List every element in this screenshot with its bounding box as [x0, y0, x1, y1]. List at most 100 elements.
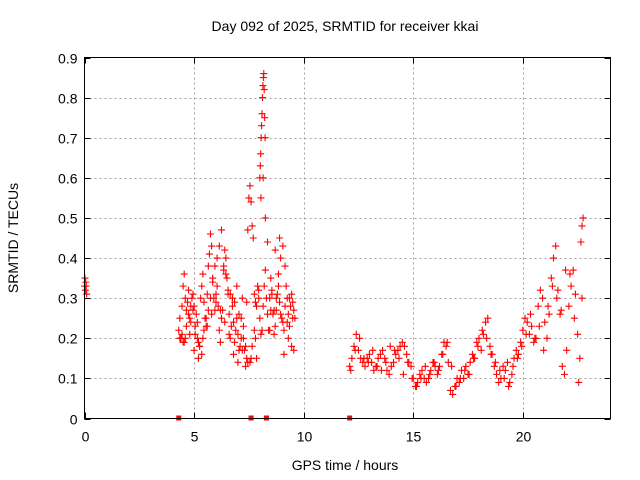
data-point: [271, 246, 279, 254]
data-point: [517, 338, 525, 346]
data-point: [377, 366, 385, 374]
data-point: [222, 254, 230, 262]
data-point: [193, 318, 201, 326]
tick-layer: [84, 57, 611, 420]
data-point: [194, 338, 202, 346]
data-point: [486, 342, 494, 350]
data-point: [232, 326, 240, 334]
data-point: [545, 310, 553, 318]
data-point: [430, 358, 438, 366]
data-point: [257, 330, 265, 338]
data-point: [180, 338, 188, 346]
data-point: [407, 362, 415, 370]
data-point: [274, 282, 282, 290]
data-point: [456, 374, 464, 382]
data-point: [254, 282, 262, 290]
data-point: [185, 286, 193, 294]
data-point: [503, 358, 511, 366]
data-point: [188, 294, 196, 302]
data-point: [234, 330, 242, 338]
data-point: [379, 346, 387, 354]
data-point: [259, 82, 267, 90]
data-point: [258, 122, 266, 130]
data-point: [222, 270, 230, 278]
data-point: [540, 346, 548, 354]
data-point: [570, 314, 578, 322]
data-point: [470, 354, 478, 362]
data-point: [352, 330, 360, 338]
data-point: [382, 358, 390, 366]
data-point: [186, 330, 194, 338]
data-point: [288, 290, 296, 298]
data-point: [521, 314, 529, 322]
data-point: [207, 230, 215, 238]
data-point: [200, 326, 208, 334]
y-tick-label: 0.2: [58, 331, 78, 347]
data-point: [512, 346, 520, 354]
data-point: [266, 326, 274, 334]
data-point: [244, 226, 252, 234]
data-point: [176, 314, 184, 322]
data-point: [194, 354, 202, 362]
data-point: [571, 290, 579, 298]
data-point: [261, 114, 269, 122]
data-point: [269, 310, 277, 318]
data-point: [474, 342, 482, 350]
data-point: [246, 182, 254, 190]
data-point: [479, 330, 487, 338]
data-point: [462, 362, 470, 370]
data-point: [181, 294, 189, 302]
data-point: [370, 366, 378, 374]
data-point: [361, 362, 369, 370]
data-point: [539, 294, 547, 302]
data-point: [255, 294, 263, 302]
data-point: [395, 354, 403, 362]
data-point: [216, 338, 224, 346]
data-point: [239, 322, 247, 330]
data-point: [270, 330, 278, 338]
data-point: [250, 326, 258, 334]
y-tick-label: 0.9: [58, 51, 78, 67]
y-tick-label: 0.4: [58, 251, 78, 267]
data-point: [560, 370, 568, 378]
data-point: [213, 282, 221, 290]
data-point: [500, 374, 508, 382]
data-point: [552, 242, 560, 250]
data-point: [578, 294, 586, 302]
data-point: [506, 378, 514, 386]
data-point: [205, 250, 213, 258]
data-point: [208, 310, 216, 318]
data-point: [413, 382, 421, 390]
data-point: [536, 286, 544, 294]
data-point: [216, 306, 224, 314]
data-point: [346, 362, 354, 370]
data-point: [258, 94, 266, 102]
data-point: [290, 346, 298, 354]
data-point: [284, 334, 292, 342]
data-point: [81, 286, 89, 294]
data-point: [576, 354, 584, 362]
data-point: [562, 266, 570, 274]
data-point: [444, 358, 452, 366]
data-point: [575, 378, 583, 386]
data-point: [258, 110, 266, 118]
data-point: [273, 290, 281, 298]
chart-title: Day 092 of 2025, SRMTID for receiver kka…: [212, 18, 479, 34]
data-point: [268, 286, 276, 294]
data-point: [548, 282, 556, 290]
data-point: [439, 350, 447, 358]
data-point: [253, 354, 261, 362]
data-point: [257, 150, 265, 158]
data-point: [288, 342, 296, 350]
data-point: [274, 270, 282, 278]
data-point: [217, 314, 225, 322]
data-point: [391, 346, 399, 354]
data-point: [351, 346, 359, 354]
data-point: [447, 386, 455, 394]
data-point: [253, 302, 261, 310]
data-point: [276, 298, 284, 306]
data-point: [473, 338, 481, 346]
data-point: [434, 366, 442, 374]
data-point: [238, 294, 246, 302]
data-point: [250, 290, 258, 298]
